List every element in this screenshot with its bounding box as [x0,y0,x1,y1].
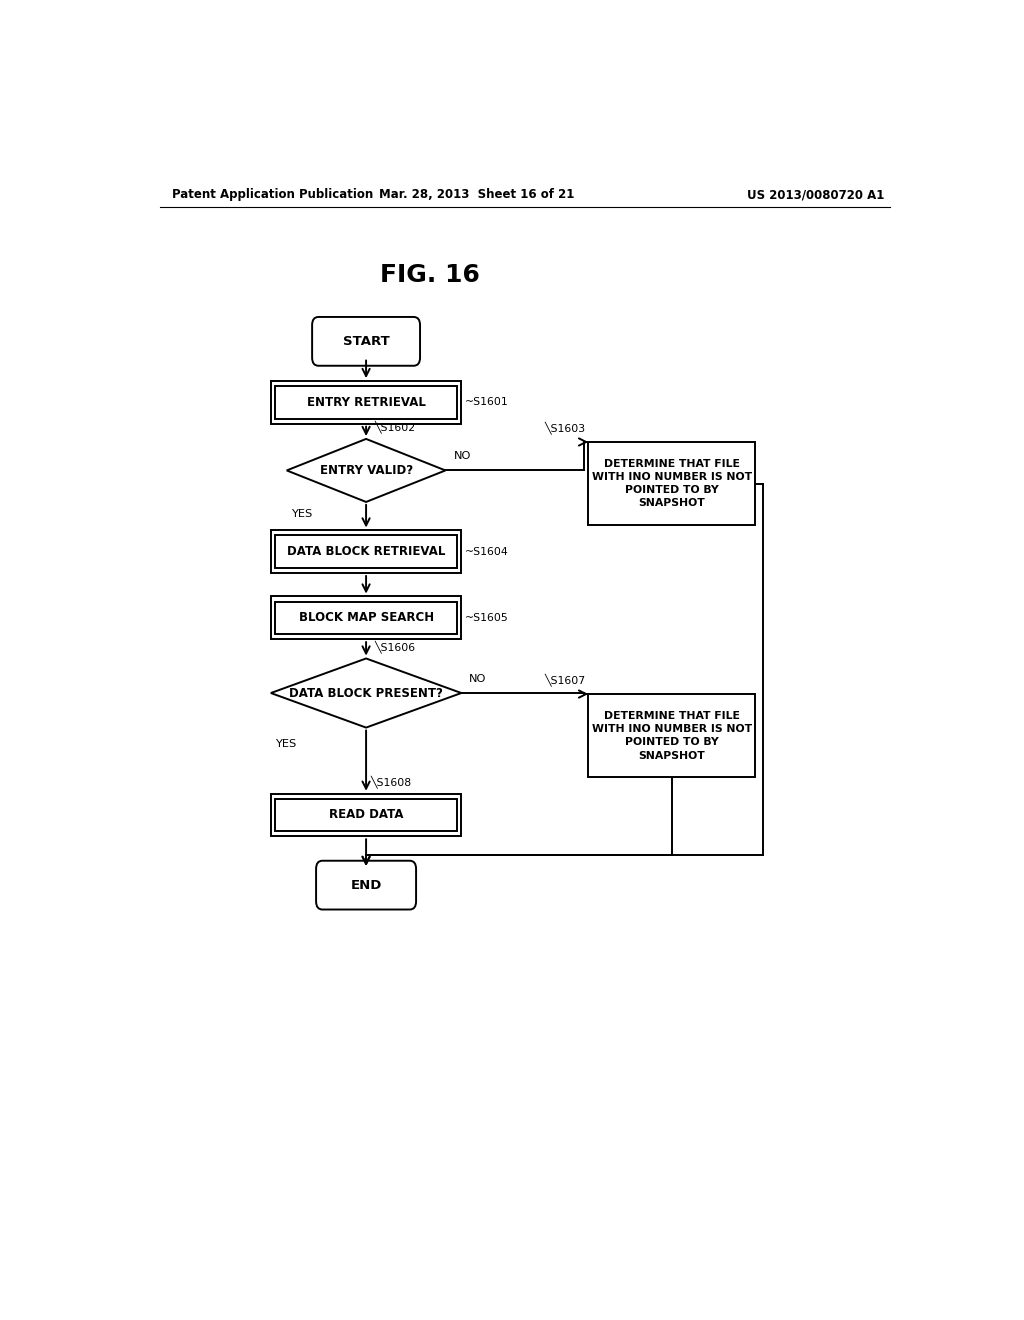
Polygon shape [287,440,445,502]
Text: END: END [350,879,382,891]
Bar [270,531,461,573]
Text: YES: YES [291,510,312,519]
Text: ╲S1603: ╲S1603 [545,421,586,434]
Text: START: START [343,335,389,348]
Text: FIG. 16: FIG. 16 [380,263,479,288]
Bar [274,385,458,418]
Bar [274,799,458,832]
Text: ╲S1606: ╲S1606 [374,640,415,652]
Text: ENTRY VALID?: ENTRY VALID? [319,463,413,477]
Text: YES: YES [274,739,296,748]
Text: DETERMINE THAT FILE
WITH INO NUMBER IS NOT
POINTED TO BY
SNAPSHOT: DETERMINE THAT FILE WITH INO NUMBER IS N… [592,711,752,760]
Text: NO: NO [454,451,471,461]
Polygon shape [270,659,461,727]
FancyBboxPatch shape [316,861,416,909]
Text: READ DATA: READ DATA [329,808,403,821]
Text: US 2013/0080720 A1: US 2013/0080720 A1 [748,189,885,202]
Text: ╲S1602: ╲S1602 [374,420,415,433]
Text: DETERMINE THAT FILE
WITH INO NUMBER IS NOT
POINTED TO BY
SNAPSHOT: DETERMINE THAT FILE WITH INO NUMBER IS N… [592,459,752,508]
Text: Patent Application Publication: Patent Application Publication [172,189,373,202]
Text: ENTRY RETRIEVAL: ENTRY RETRIEVAL [306,396,426,409]
Text: DATA BLOCK RETRIEVAL: DATA BLOCK RETRIEVAL [287,545,445,558]
Text: ╲S1607: ╲S1607 [545,673,586,686]
Text: NO: NO [469,673,486,684]
Bar [270,381,461,424]
Bar [270,597,461,639]
FancyBboxPatch shape [312,317,420,366]
Bar [588,694,755,777]
Text: ~S1601: ~S1601 [465,397,509,408]
Bar [588,442,755,525]
Text: ~S1605: ~S1605 [465,612,509,623]
Text: BLOCK MAP SEARCH: BLOCK MAP SEARCH [299,611,433,624]
Text: ╲S1608: ╲S1608 [370,775,412,788]
Bar [274,602,458,634]
Bar [270,793,461,837]
Text: Mar. 28, 2013  Sheet 16 of 21: Mar. 28, 2013 Sheet 16 of 21 [380,189,574,202]
Text: DATA BLOCK PRESENT?: DATA BLOCK PRESENT? [289,686,443,700]
Bar [274,536,458,568]
Text: ~S1604: ~S1604 [465,546,509,557]
